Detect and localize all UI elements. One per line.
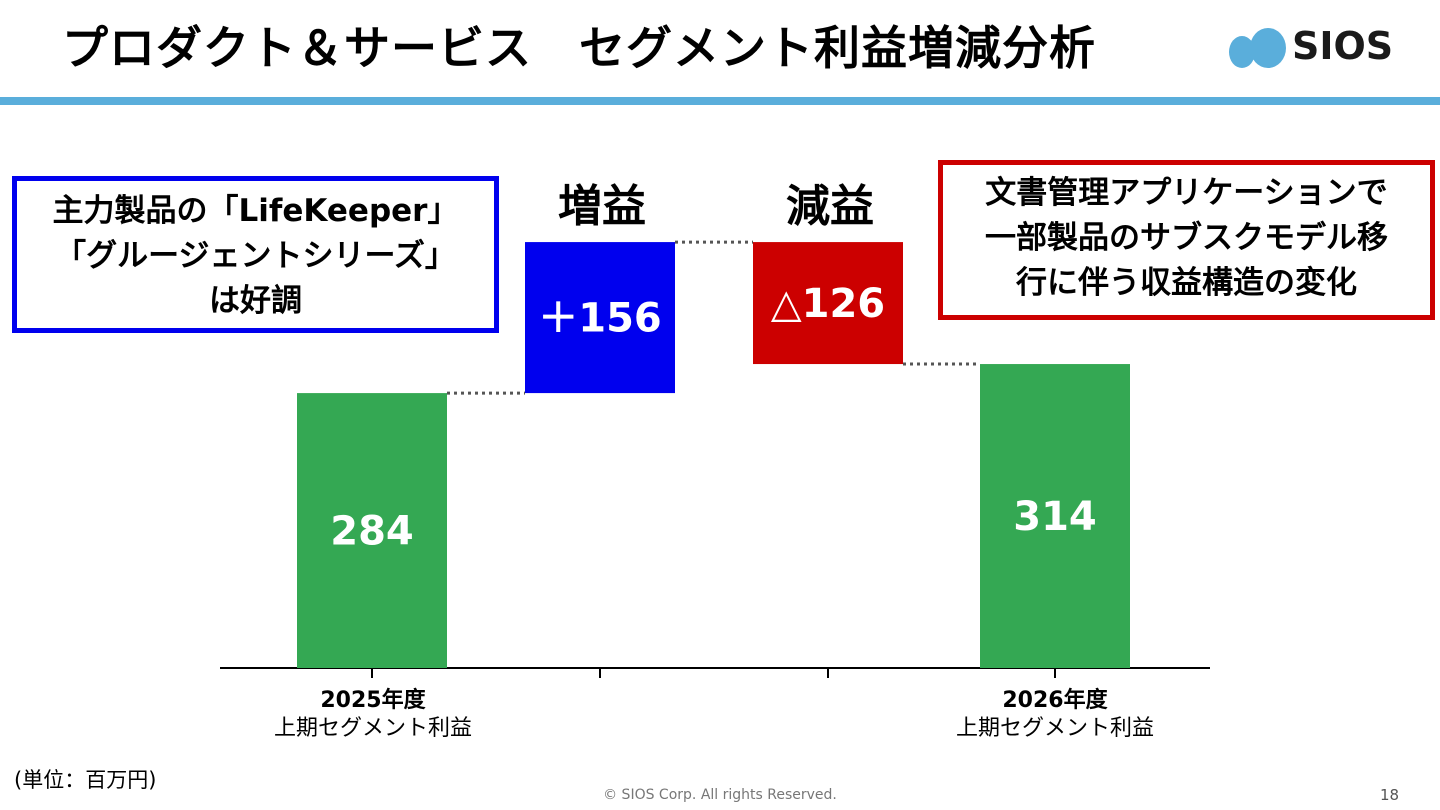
category-2025-desc: 上期セグメント利益 xyxy=(273,716,472,741)
bar-2025-label: 284 xyxy=(330,509,414,555)
callout-right-line: 行に伴う収益構造の変化 xyxy=(1016,265,1357,301)
bar-increase xyxy=(525,242,675,394)
logo-text: SIOS xyxy=(1292,24,1394,68)
category-label-2025: 2025年度 上期セグメント利益 xyxy=(243,687,503,743)
logo-mark-icon xyxy=(1229,28,1286,68)
header-divider xyxy=(0,97,1440,105)
bar-increase-label: ＋156 xyxy=(538,296,662,342)
category-label-2026: 2026年度 上期セグメント利益 xyxy=(925,687,1185,743)
page-number: 18 xyxy=(1380,786,1400,804)
callout-left-line: は好調 xyxy=(209,283,302,319)
decrease-header: 減益 xyxy=(786,181,874,232)
callout-increase-reason: 主力製品の「LifeKeeper」 「グルージェントシリーズ」 は好調 xyxy=(12,176,499,333)
sios-logo: SIOS xyxy=(1226,22,1416,72)
unit-label: (単位：百万円) xyxy=(14,768,157,792)
increase-header: 増益 xyxy=(558,181,646,232)
bar-2026 xyxy=(980,364,1130,668)
callout-right-line: 文書管理アプリケーションで xyxy=(985,175,1388,211)
category-2026-desc: 上期セグメント利益 xyxy=(955,716,1154,741)
copyright: © SIOS Corp. All rights Reserved. xyxy=(603,787,837,803)
bar-decrease-label: △126 xyxy=(771,281,885,327)
callout-left-line: 主力製品の「LifeKeeper」 xyxy=(52,193,459,229)
bar-2025 xyxy=(297,393,447,668)
bar-2026-label: 314 xyxy=(1013,494,1097,540)
page-title: プロダクト＆サービス セグメント利益増減分析 xyxy=(62,21,1096,75)
bar-decrease xyxy=(753,242,903,365)
callout-decrease-reason: 文書管理アプリケーションで 一部製品のサブスクモデル移 行に伴う収益構造の変化 xyxy=(938,160,1435,320)
category-2026-year: 2026年度 xyxy=(1002,688,1108,713)
callout-right-line: 一部製品のサブスクモデル移 xyxy=(985,220,1388,256)
callout-left-line: 「グルージェントシリーズ」 xyxy=(55,238,456,274)
category-2025-year: 2025年度 xyxy=(320,688,426,713)
